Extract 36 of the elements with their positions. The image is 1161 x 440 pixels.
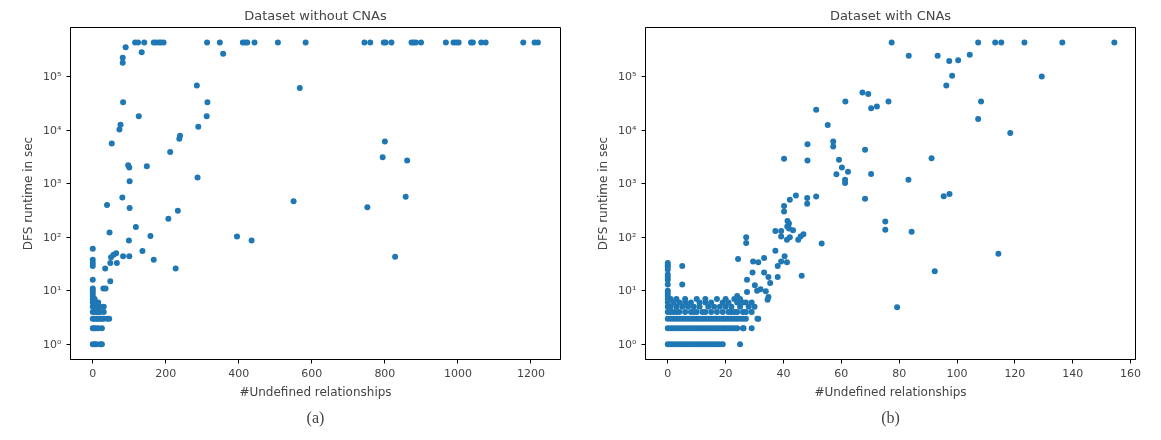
y-tick-label: 10⁴ [43,123,63,137]
x-tick-label: 40 [776,366,791,380]
x-tick-label: 60 [834,366,849,380]
y-tick-label: 10² [618,230,637,244]
x-tick-label: 1200 [516,366,545,380]
x-tick-label: 20 [718,366,733,380]
x-tick-label: 80 [892,366,907,380]
y-tick-label: 10⁴ [618,123,638,137]
y-tick-label: 10⁵ [618,69,637,83]
y-tick-label: 10⁰ [43,337,63,351]
x-tick-label: 160 [1120,366,1142,380]
y-tick-label: 10² [43,230,62,244]
x-tick-label: 140 [1062,366,1084,380]
x-tick-label: 120 [1004,366,1026,380]
x-tick-label: 1000 [443,366,472,380]
x-tick-label: 0 [664,366,672,380]
x-tick-label: 0 [89,366,97,380]
y-axis-title: DFS runtime in sec [21,136,36,251]
x-tick-label: 200 [155,366,177,380]
chart-title: Dataset without CNAs [244,7,387,23]
text: (a) [306,408,325,427]
x-tick-label: 400 [228,366,250,380]
chart-title: Dataset with CNAs [829,7,952,23]
x-axis-title: #Undefined relationships [814,384,967,399]
y-tick-label: 10⁰ [618,337,638,351]
x-tick-label: 800 [374,366,396,380]
y-tick-label: 10¹ [618,284,637,298]
y-tick-label: 10³ [43,177,62,191]
y-tick-label: 10¹ [43,284,62,298]
text: (b) [881,408,900,427]
y-axis-title: DFS runtime in sec [596,136,611,251]
x-tick-label: 600 [301,366,323,380]
x-axis-title: #Undefined relationships [239,384,392,399]
x-tick-label: 100 [946,366,968,380]
y-tick-label: 10⁵ [43,69,62,83]
y-tick-label: 10³ [618,177,637,191]
